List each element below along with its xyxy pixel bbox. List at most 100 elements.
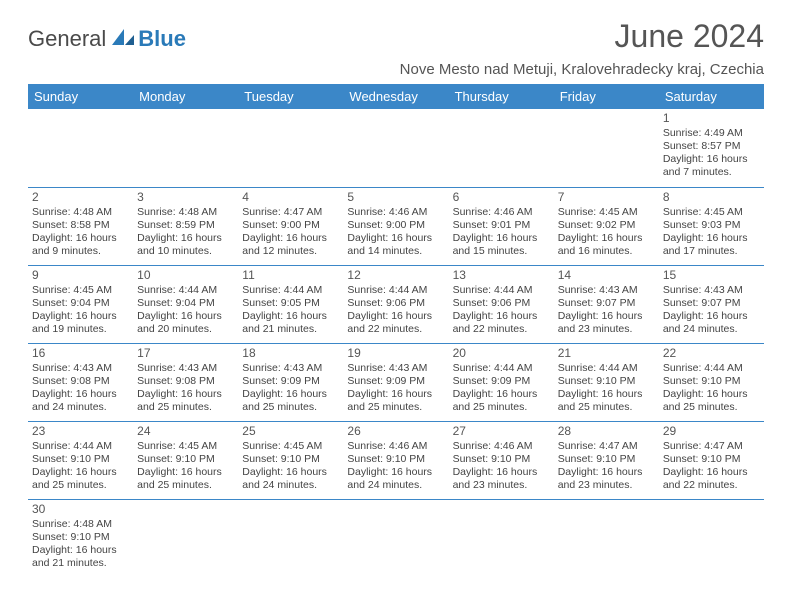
calendar-cell: 13Sunrise: 4:44 AMSunset: 9:06 PMDayligh… [449,265,554,343]
day-detail: Sunrise: 4:47 AM [663,440,760,453]
day-detail: Daylight: 16 hours [453,388,550,401]
day-detail: and 25 minutes. [32,479,129,492]
day-detail: and 7 minutes. [663,166,760,179]
calendar-head: SundayMondayTuesdayWednesdayThursdayFrid… [28,84,764,109]
day-detail: Sunset: 9:04 PM [32,297,129,310]
day-detail: Sunrise: 4:43 AM [32,362,129,375]
day-detail: Sunrise: 4:47 AM [558,440,655,453]
day-number: 2 [32,190,129,205]
day-detail: Sunrise: 4:44 AM [347,284,444,297]
day-detail: Sunset: 9:01 PM [453,219,550,232]
calendar-cell-empty [554,109,659,187]
day-detail: and 24 minutes. [347,479,444,492]
calendar-cell: 8Sunrise: 4:45 AMSunset: 9:03 PMDaylight… [659,187,764,265]
day-detail: Daylight: 16 hours [347,388,444,401]
day-detail: Sunset: 9:00 PM [242,219,339,232]
day-detail: Daylight: 16 hours [558,388,655,401]
day-detail: and 25 minutes. [242,401,339,414]
calendar-cell: 30Sunrise: 4:48 AMSunset: 9:10 PMDayligh… [28,499,133,577]
day-number: 25 [242,424,339,439]
day-detail: Sunrise: 4:45 AM [663,206,760,219]
day-detail: and 24 minutes. [242,479,339,492]
day-detail: and 19 minutes. [32,323,129,336]
day-detail: Sunrise: 4:44 AM [453,362,550,375]
calendar-cell: 18Sunrise: 4:43 AMSunset: 9:09 PMDayligh… [238,343,343,421]
day-detail: Sunrise: 4:44 AM [242,284,339,297]
day-detail: Daylight: 16 hours [663,153,760,166]
logo: General Blue [28,26,186,52]
logo-text-general: General [28,26,106,52]
location-text: Nove Mesto nad Metuji, Kralovehradecky k… [400,61,764,78]
day-detail: Sunrise: 4:49 AM [663,127,760,140]
day-detail: Sunrise: 4:46 AM [453,206,550,219]
day-detail: and 25 minutes. [453,401,550,414]
day-detail: and 17 minutes. [663,245,760,258]
day-number: 6 [453,190,550,205]
day-detail: and 24 minutes. [32,401,129,414]
day-detail: Sunrise: 4:46 AM [453,440,550,453]
calendar-cell: 29Sunrise: 4:47 AMSunset: 9:10 PMDayligh… [659,421,764,499]
calendar-cell: 28Sunrise: 4:47 AMSunset: 9:10 PMDayligh… [554,421,659,499]
calendar-cell: 11Sunrise: 4:44 AMSunset: 9:05 PMDayligh… [238,265,343,343]
calendar-cell: 16Sunrise: 4:43 AMSunset: 9:08 PMDayligh… [28,343,133,421]
day-detail: and 23 minutes. [558,323,655,336]
day-detail: and 25 minutes. [137,401,234,414]
day-detail: Daylight: 16 hours [453,466,550,479]
day-detail: Sunset: 9:08 PM [137,375,234,388]
calendar-table: SundayMondayTuesdayWednesdayThursdayFrid… [28,84,764,577]
day-detail: Daylight: 16 hours [32,232,129,245]
calendar-cell: 24Sunrise: 4:45 AMSunset: 9:10 PMDayligh… [133,421,238,499]
day-detail: and 22 minutes. [663,479,760,492]
day-detail: Sunset: 9:09 PM [453,375,550,388]
day-detail: Daylight: 16 hours [663,310,760,323]
day-detail: Sunrise: 4:48 AM [32,518,129,531]
day-detail: Daylight: 16 hours [32,466,129,479]
day-number: 13 [453,268,550,283]
calendar-row: 9Sunrise: 4:45 AMSunset: 9:04 PMDaylight… [28,265,764,343]
day-detail: Sunrise: 4:44 AM [663,362,760,375]
calendar-cell: 12Sunrise: 4:44 AMSunset: 9:06 PMDayligh… [343,265,448,343]
day-number: 18 [242,346,339,361]
calendar-cell: 9Sunrise: 4:45 AMSunset: 9:04 PMDaylight… [28,265,133,343]
calendar-cell-empty [343,109,448,187]
day-detail: Daylight: 16 hours [32,310,129,323]
day-number: 14 [558,268,655,283]
calendar-cell: 3Sunrise: 4:48 AMSunset: 8:59 PMDaylight… [133,187,238,265]
calendar-cell: 27Sunrise: 4:46 AMSunset: 9:10 PMDayligh… [449,421,554,499]
day-detail: Sunrise: 4:45 AM [32,284,129,297]
day-detail: Daylight: 16 hours [32,544,129,557]
day-detail: Sunrise: 4:47 AM [242,206,339,219]
day-detail: Sunrise: 4:46 AM [347,440,444,453]
day-number: 12 [347,268,444,283]
day-detail: and 20 minutes. [137,323,234,336]
calendar-cell: 4Sunrise: 4:47 AMSunset: 9:00 PMDaylight… [238,187,343,265]
day-detail: Sunset: 9:02 PM [558,219,655,232]
calendar-row: 23Sunrise: 4:44 AMSunset: 9:10 PMDayligh… [28,421,764,499]
day-detail: and 12 minutes. [242,245,339,258]
calendar-body: 1Sunrise: 4:49 AMSunset: 8:57 PMDaylight… [28,109,764,577]
day-detail: Daylight: 16 hours [242,232,339,245]
day-detail: Sunset: 8:59 PM [137,219,234,232]
calendar-cell-empty [238,109,343,187]
calendar-cell-empty [659,499,764,577]
day-number: 23 [32,424,129,439]
day-detail: Daylight: 16 hours [242,388,339,401]
day-detail: and 23 minutes. [558,479,655,492]
day-detail: Sunset: 9:07 PM [663,297,760,310]
day-number: 4 [242,190,339,205]
day-number: 27 [453,424,550,439]
calendar-cell: 10Sunrise: 4:44 AMSunset: 9:04 PMDayligh… [133,265,238,343]
day-detail: and 23 minutes. [453,479,550,492]
day-detail: Daylight: 16 hours [663,388,760,401]
day-detail: Daylight: 16 hours [453,310,550,323]
day-detail: Sunset: 9:08 PM [32,375,129,388]
day-detail: Sunrise: 4:44 AM [32,440,129,453]
day-detail: Sunset: 8:57 PM [663,140,760,153]
day-detail: Sunset: 9:10 PM [32,453,129,466]
day-detail: and 25 minutes. [347,401,444,414]
day-detail: and 21 minutes. [32,557,129,570]
day-detail: and 15 minutes. [453,245,550,258]
calendar-cell: 21Sunrise: 4:44 AMSunset: 9:10 PMDayligh… [554,343,659,421]
day-detail: Daylight: 16 hours [242,466,339,479]
month-title: June 2024 [400,18,764,55]
